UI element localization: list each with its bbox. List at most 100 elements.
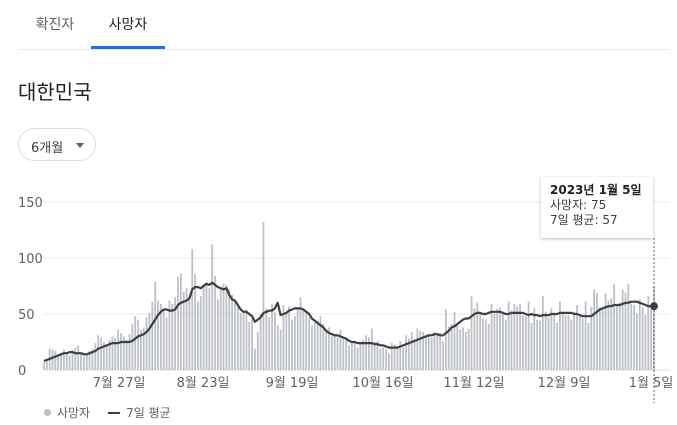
bar	[638, 299, 641, 370]
bar	[641, 307, 644, 370]
bar	[544, 311, 547, 370]
bar	[236, 307, 239, 370]
bar	[402, 347, 405, 370]
bar	[635, 312, 638, 370]
bar	[205, 282, 208, 370]
period-dropdown[interactable]: 6개월	[18, 128, 96, 161]
period-dropdown-label: 6개월	[31, 141, 64, 156]
bar	[254, 348, 256, 370]
bar	[137, 319, 139, 370]
bar	[564, 315, 567, 370]
bar	[516, 306, 519, 370]
bar	[521, 315, 524, 370]
bar	[393, 344, 396, 370]
bar	[362, 339, 365, 370]
bar	[85, 355, 88, 370]
bar	[604, 293, 607, 370]
bar	[291, 319, 293, 370]
bar	[390, 343, 393, 370]
x-tick-label: 12월 9일	[538, 376, 591, 391]
bar	[464, 331, 467, 370]
bar	[510, 310, 513, 370]
bar	[425, 335, 427, 370]
tab-deaths[interactable]: 사망자	[91, 0, 165, 49]
tooltip-date: 2023년 1월 5일	[550, 183, 642, 197]
bar	[598, 307, 601, 370]
bar	[630, 303, 633, 370]
bar	[54, 350, 57, 370]
bar	[271, 303, 273, 370]
bar	[43, 362, 45, 370]
bar	[376, 340, 379, 370]
legend-average: 7일 평균	[126, 406, 171, 420]
bar	[231, 294, 234, 370]
bar	[251, 318, 253, 370]
bar	[453, 311, 456, 370]
bar	[433, 331, 436, 370]
y-tick-label: 0	[18, 364, 26, 379]
tab-confirmed[interactable]: 확진자	[35, 17, 75, 33]
bar	[396, 346, 399, 370]
bar	[228, 289, 231, 370]
x-tick-label: 11월 12일	[443, 376, 504, 391]
average-line	[43, 281, 654, 363]
bar	[234, 301, 236, 370]
bar	[60, 353, 63, 370]
bar	[442, 340, 444, 370]
bar	[467, 328, 470, 370]
bar	[222, 283, 225, 370]
bar	[154, 281, 157, 370]
bar	[71, 349, 74, 370]
bar	[416, 328, 419, 370]
bar	[593, 289, 596, 370]
bar	[80, 353, 82, 370]
bar	[610, 298, 613, 370]
bar	[97, 335, 100, 370]
bar	[245, 309, 248, 370]
bar	[311, 326, 313, 370]
bar	[157, 300, 159, 370]
bar	[365, 335, 368, 370]
x-tick-label: 8월 23일	[177, 376, 230, 391]
bar	[45, 359, 48, 370]
legend-deaths: 사망자	[57, 406, 91, 420]
bar	[131, 324, 134, 370]
bar	[282, 305, 285, 370]
legend-dot-icon	[44, 409, 51, 416]
bar	[447, 326, 450, 370]
bar	[114, 337, 117, 370]
bar	[105, 345, 108, 370]
tooltip-average: 7일 평균: 57	[550, 213, 618, 227]
bar	[339, 329, 342, 370]
bar	[644, 315, 647, 370]
bar	[350, 343, 353, 370]
bar	[319, 316, 322, 370]
x-tick-label: 7월 27일	[93, 376, 146, 391]
deaths-chart[interactable]: 0 50 100 150 7월 27일 8월 23일 9월 19일 10월 16일 11월 12…	[0, 175, 677, 403]
bar	[162, 309, 165, 370]
bar	[51, 349, 54, 370]
y-tick-label: 100	[18, 252, 43, 267]
bar	[561, 311, 564, 370]
bar	[214, 275, 216, 370]
bar	[182, 291, 185, 370]
bar	[322, 324, 325, 370]
bar	[627, 283, 630, 370]
bar	[484, 319, 487, 370]
bar	[313, 322, 316, 370]
bar	[541, 296, 544, 370]
bar	[216, 299, 219, 370]
bar	[159, 303, 162, 370]
bar	[108, 339, 111, 370]
bar	[422, 331, 425, 370]
bar	[556, 322, 558, 370]
bar	[547, 317, 550, 370]
hover-point	[650, 302, 658, 311]
bar	[430, 337, 433, 370]
bar	[259, 314, 262, 370]
bar	[482, 318, 484, 370]
caret-down-icon	[76, 143, 84, 148]
bar	[191, 249, 194, 370]
bar	[248, 321, 251, 370]
bar	[633, 305, 635, 370]
